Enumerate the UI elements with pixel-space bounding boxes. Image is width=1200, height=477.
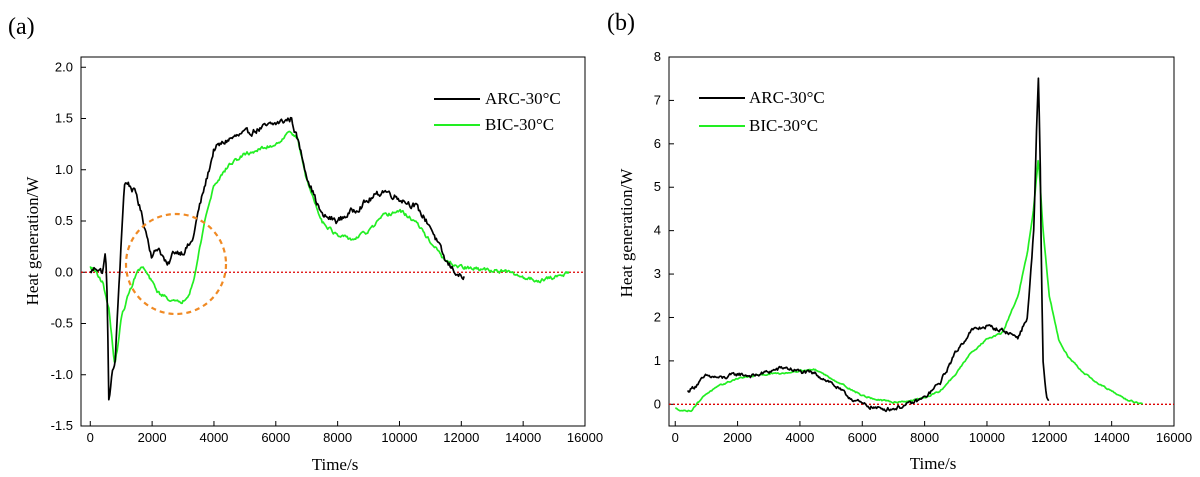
x-tick-label-b: 8000 xyxy=(910,430,939,445)
y-tick-label-b: 0 xyxy=(654,396,661,411)
x-tick-label-b: 12000 xyxy=(1031,430,1067,445)
x-tick-label-a: 8000 xyxy=(323,430,352,445)
chart-panel-a: (a) Time/s Heat generation/W 0 2000 4000 60… xyxy=(8,14,603,474)
y-tick-label-b: 8 xyxy=(654,49,661,64)
x-tick-label-a: 12000 xyxy=(443,430,479,445)
y-tick-label-b: 5 xyxy=(654,179,661,194)
y-tick-label-a: 0.5 xyxy=(55,213,73,228)
chart-panel-b: (b) Time/s Heat generation/W 0 2000 4000 60… xyxy=(607,10,1192,473)
y-tick-label-a: 1.5 xyxy=(55,111,73,126)
series-line-bic-b xyxy=(675,159,1143,413)
highlight-circle xyxy=(124,212,228,316)
y-tick-label-a: -1.5 xyxy=(51,418,73,433)
y-tick-label-a: 2.0 xyxy=(55,59,73,74)
x-tick-label-a: 10000 xyxy=(381,430,417,445)
x-tick-label-a: 2000 xyxy=(138,430,167,445)
y-axis-title-a: Heat generation/W xyxy=(23,176,42,306)
x-axis-title-a: Time/s xyxy=(312,455,359,474)
series-line-arc-b xyxy=(686,77,1050,413)
x-tick-label-b: 6000 xyxy=(848,430,877,445)
x-tick-label-a: 16000 xyxy=(567,430,603,445)
y-tick-label-b: 2 xyxy=(654,309,661,324)
y-tick-label-a: -0.5 xyxy=(51,316,73,331)
x-tick-label-a: 6000 xyxy=(261,430,290,445)
x-tick-label-b: 16000 xyxy=(1156,430,1192,445)
y-tick-label-a: 0.0 xyxy=(55,264,73,279)
y-tick-label-a: 1.0 xyxy=(55,162,73,177)
x-tick-label-a: 14000 xyxy=(505,430,541,445)
series-line-bic-a xyxy=(89,130,570,363)
legend-label-bic-a: BIC-30°C xyxy=(485,115,554,134)
y-tick-label-b: 7 xyxy=(654,92,661,107)
y-tick-label-b: 3 xyxy=(654,266,661,281)
y-tick-label-b: 1 xyxy=(654,353,661,368)
plot-frame-b xyxy=(668,56,1175,427)
x-tick-label-a: 4000 xyxy=(199,430,228,445)
series-lines-a xyxy=(81,116,585,401)
legend-a: ARC-30°C BIC-30°C xyxy=(434,89,561,134)
series-lines-b xyxy=(669,77,1174,413)
x-tick-label-b: 2000 xyxy=(723,430,752,445)
x-tick-label-b: 4000 xyxy=(785,430,814,445)
x-axis-title-b: Time/s xyxy=(910,454,957,473)
panel-label-a: (a) xyxy=(8,14,35,40)
legend-label-arc-b: ARC-30°C xyxy=(749,88,825,107)
y-axis-title-b: Heat generation/W xyxy=(617,168,636,298)
legend-label-bic-b: BIC-30°C xyxy=(749,116,818,135)
legend-b: ARC-30°C BIC-30°C xyxy=(699,88,825,135)
y-tick-label-a: -1.0 xyxy=(51,367,73,382)
y-tick-label-b: 4 xyxy=(654,223,661,238)
series-line-arc-a xyxy=(89,116,465,401)
legend-label-arc-a: ARC-30°C xyxy=(485,89,561,108)
y-tick-label-b: 6 xyxy=(654,136,661,151)
axis-ticks-a: 0 2000 4000 6000 8000 10000 12000 14000 16000 -1.… xyxy=(51,59,603,445)
x-tick-label-b: 14000 xyxy=(1094,430,1130,445)
x-tick-label-b: 10000 xyxy=(969,430,1005,445)
axis-ticks-b: 0 2000 4000 6000 8000 10000 12000 14000 16000 0 1 2… xyxy=(654,49,1192,445)
x-tick-label-a: 0 xyxy=(87,430,94,445)
x-tick-label-b: 0 xyxy=(672,430,679,445)
plot-frame-a xyxy=(80,56,586,427)
panel-label-b: (b) xyxy=(607,10,635,36)
